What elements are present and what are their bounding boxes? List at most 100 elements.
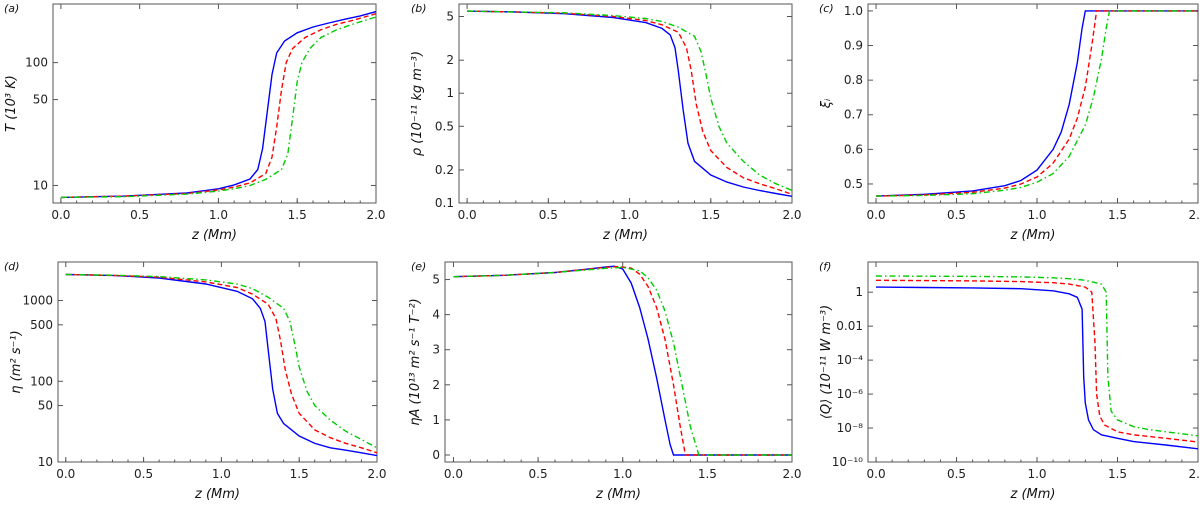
- series-line-solid: [65, 273, 377, 457]
- x-tick-label: 0.0: [458, 208, 477, 222]
- y-tick-label: 10: [38, 455, 53, 469]
- plot-frame: [52, 3, 377, 204]
- y-tick-label: 0.9: [844, 39, 863, 53]
- y-tick-label: 1: [446, 86, 454, 100]
- y-tick-label: 50: [38, 399, 53, 413]
- series-line-dashdot: [60, 16, 376, 199]
- y-axis-label: η (m² s⁻¹): [9, 330, 24, 393]
- x-tick-label: 0.5: [529, 467, 548, 481]
- y-tick-label: 2: [432, 378, 440, 392]
- series-line-solid: [875, 10, 1198, 197]
- y-tick-label: 4: [432, 308, 440, 322]
- panel-tag: (c): [819, 2, 834, 15]
- x-tick-label: 1.5: [698, 467, 717, 481]
- y-axis-label: ρ (10⁻¹¹ kg m⁻³): [410, 51, 425, 156]
- x-tick-label: 1.0: [620, 208, 639, 222]
- series-line-dashdot: [467, 10, 792, 192]
- x-tick-label: 1.0: [613, 467, 632, 481]
- x-axis-label: z (Mm): [1010, 228, 1056, 243]
- y-axis-label: ηA (10¹³ m² s⁻¹ T⁻²): [408, 298, 423, 426]
- x-axis-label: z (Mm): [191, 228, 237, 243]
- x-tick-label: 2.0: [1188, 467, 1200, 481]
- y-tick-label: 0.1: [435, 196, 454, 210]
- plot-frame: [444, 261, 793, 463]
- series-line-dashdot: [875, 275, 1198, 437]
- y-tick-label: 0.01: [836, 319, 863, 333]
- series-line-dashdot: [65, 273, 377, 449]
- x-tick-label: 0.5: [947, 208, 966, 222]
- panel-tag: (a): [4, 2, 19, 15]
- series-line-dashed: [60, 13, 376, 199]
- x-tick-label: 0.5: [134, 467, 153, 481]
- y-tick-label: 1: [855, 285, 863, 299]
- y-tick-label: 2: [446, 53, 454, 67]
- plot-frame: [867, 261, 1199, 463]
- y-tick-label: 1: [432, 413, 440, 427]
- x-axis-label: z (Mm): [595, 487, 641, 502]
- y-tick-label: 10⁻¹⁰: [832, 455, 863, 469]
- panel-tag: (e): [411, 260, 426, 273]
- y-tick-label: 100: [30, 374, 53, 388]
- x-tick-label: 1.5: [1108, 467, 1127, 481]
- x-tick-label: 1.5: [290, 467, 309, 481]
- x-tick-label: 0.0: [867, 208, 886, 222]
- x-tick-label: 1.0: [1027, 208, 1046, 222]
- x-tick-label: 0.0: [56, 467, 75, 481]
- x-tick-label: 0.5: [947, 467, 966, 481]
- x-tick-label: 2.0: [366, 208, 385, 222]
- series-line-solid: [875, 286, 1198, 450]
- series-line-dashed: [875, 279, 1198, 443]
- x-tick-label: 2.0: [782, 467, 801, 481]
- y-tick-label: 3: [432, 343, 440, 357]
- y-tick-label: 0.5: [435, 119, 454, 133]
- x-tick-label: 1.5: [701, 208, 720, 222]
- panel-tag: (b): [411, 2, 427, 15]
- x-tick-label: 1.0: [209, 208, 228, 222]
- y-tick-label: 10⁻⁸: [837, 421, 864, 435]
- y-tick-label: 100: [25, 56, 48, 70]
- series-line-dashed: [875, 10, 1198, 197]
- x-tick-label: 0.0: [51, 208, 70, 222]
- plot-frame: [57, 261, 378, 463]
- y-tick-label: 0: [432, 448, 440, 462]
- y-tick-label: 10: [33, 178, 48, 192]
- chart-panel-1: (a) 0.0 0.5 1.0 1.5 2.0 10 50 100 z (Mm) T (10³ K): [4, 2, 386, 243]
- y-tick-label: 500: [30, 318, 53, 332]
- panel-tag: (f): [819, 260, 831, 273]
- chart-panel-5: (e) 0.0 0.5 1.0 1.5 2.0 0 1 2 3 4 5 z (Mm) ηA (10¹³ m…: [408, 260, 802, 502]
- y-tick-label: 5: [432, 273, 440, 287]
- plot-frame: [458, 3, 793, 204]
- x-tick-label: 1.5: [1108, 208, 1127, 222]
- x-tick-label: 2.0: [367, 467, 386, 481]
- y-tick-label: 50: [33, 93, 48, 107]
- y-tick-label: 10⁻⁶: [837, 387, 864, 401]
- y-axis-label: T (10³ K): [4, 75, 19, 132]
- x-tick-label: 0.5: [539, 208, 558, 222]
- series-line-solid: [453, 265, 792, 456]
- x-axis-label: z (Mm): [602, 228, 648, 243]
- x-tick-label: 0.5: [130, 208, 149, 222]
- y-tick-label: 0.6: [844, 142, 863, 156]
- y-tick-label: 10⁻⁴: [837, 353, 864, 367]
- x-tick-label: 0.0: [867, 467, 886, 481]
- series-line-dashed: [65, 273, 377, 454]
- y-tick-label: 0.7: [844, 108, 863, 122]
- series-line-dashdot: [875, 10, 1198, 197]
- y-tick-label: 0.2: [435, 163, 454, 177]
- x-tick-label: 0.0: [444, 467, 463, 481]
- series-line-dashed: [467, 10, 792, 195]
- x-tick-label: 1.0: [1027, 467, 1046, 481]
- y-tick-label: 1.0: [844, 4, 863, 18]
- y-axis-label: ⟨Q⟩ (10⁻¹¹ W m⁻³): [819, 305, 834, 419]
- chart-panel-4: (d) 0.0 0.5 1.0 1.5 2.0 10 50 100 500 1000 z (Mm) η …: [4, 260, 387, 502]
- y-tick-label: 5: [446, 10, 454, 24]
- x-tick-label: 1.5: [288, 208, 307, 222]
- y-tick-label: 0.8: [844, 73, 863, 87]
- chart-panel-6: (f) 0.0 0.5 1.0 1.5 2.0 10⁻¹⁰ 10⁻⁸ 10⁻⁶ 10⁻⁴ 0.01 1…: [819, 260, 1200, 502]
- panel-tag: (d): [4, 260, 20, 273]
- series-line-solid: [467, 10, 792, 197]
- y-axis-label: ξᵢ: [819, 98, 834, 109]
- chart-panel-3: (c) 0.0 0.5 1.0 1.5 2.0 0.5 0.6 0.7 0.8 0.9 1.0 z (M…: [819, 2, 1200, 243]
- y-tick-label: 0.5: [844, 177, 863, 191]
